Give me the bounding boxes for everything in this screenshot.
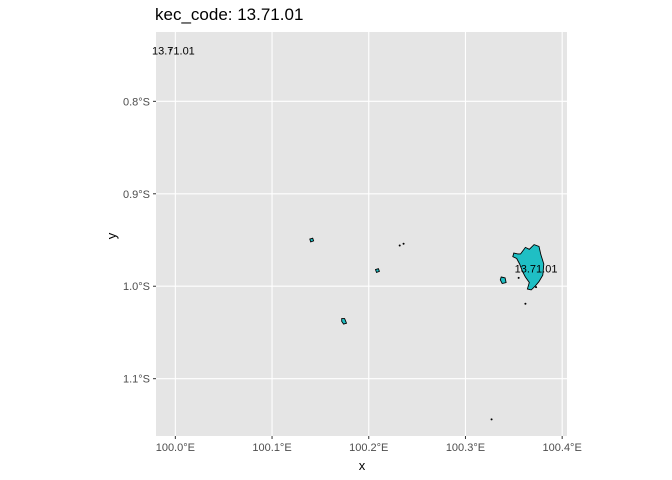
- map-dot-6: [517, 276, 520, 279]
- map-dot-1: [402, 242, 405, 245]
- map-features: [309, 237, 545, 325]
- feature-label: 13.71.01: [152, 45, 195, 57]
- feature-main-island: [512, 244, 545, 291]
- y-axis-ticks: 0.8°S 0.9°S 1.0°S 1.1°S: [123, 96, 156, 386]
- plot-panel: [156, 32, 567, 436]
- y-tick-label: 0.9°S: [123, 189, 150, 201]
- x-tick-label: 100.2°E: [349, 442, 388, 454]
- x-axis-title: x: [359, 458, 366, 473]
- map-dot-2: [524, 302, 527, 305]
- feature-label: 13.71.01: [515, 264, 558, 276]
- y-axis-title: y: [104, 232, 119, 239]
- map-dot-0: [398, 244, 401, 247]
- plot-title: kec_code: 13.71.01: [155, 5, 303, 24]
- x-tick-label: 100.3°E: [446, 442, 485, 454]
- map-dot-5: [169, 48, 172, 51]
- x-axis-ticks: 100.0°E 100.1°E 100.2°E 100.3°E 100.4°E: [156, 436, 582, 454]
- y-tick-label: 1.0°S: [123, 281, 150, 293]
- x-tick-label: 100.4°E: [543, 442, 582, 454]
- x-tick-label: 100.1°E: [252, 442, 291, 454]
- map-labels: 13.71.01 13.71.01: [152, 45, 557, 275]
- feature-islet-near-100.14: [309, 237, 315, 243]
- feature-islet-west-of-main: [499, 276, 507, 285]
- y-tick-label: 1.1°S: [123, 374, 150, 386]
- map-dot-4: [535, 286, 538, 289]
- feature-islet-near-100.21: [374, 268, 380, 273]
- feature-islet-near-100.17: [341, 318, 348, 325]
- map-dot-3: [490, 418, 493, 421]
- x-tick-label: 100.0°E: [156, 442, 195, 454]
- map-dots: [169, 48, 538, 421]
- y-tick-label: 0.8°S: [123, 96, 150, 108]
- major-gridlines: [156, 32, 567, 436]
